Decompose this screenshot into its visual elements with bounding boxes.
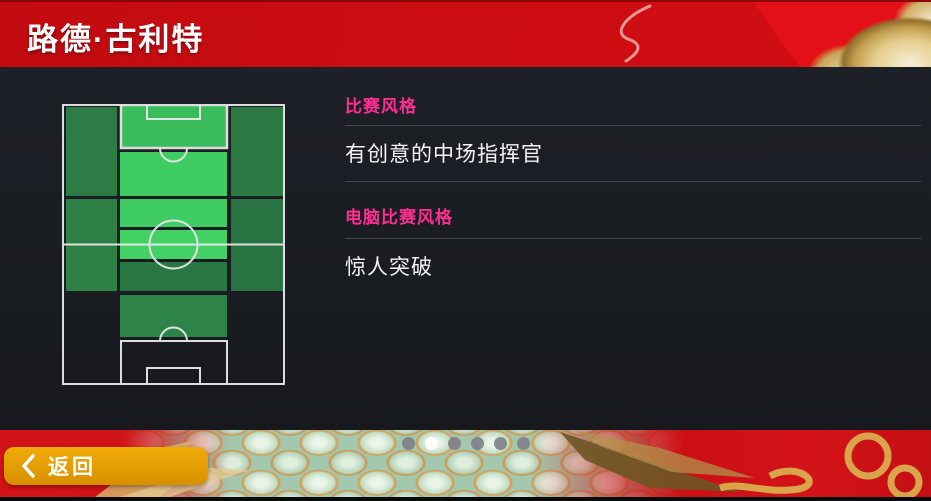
back-button[interactable]: 返回 [4, 447, 208, 485]
page-dot-6[interactable] [516, 437, 530, 450]
heat-zone-left-flank-attacking-half [66, 107, 117, 196]
position-heatmap-pitch [62, 104, 285, 385]
pagination-dots [401, 437, 530, 450]
heat-zone-center-lower-middle [120, 262, 227, 291]
page-dot-2-active[interactable] [424, 437, 438, 450]
back-button-label: 返回 [48, 456, 96, 479]
pitch-markings [62, 104, 285, 385]
heat-zone-right-flank-attacking-half [231, 107, 283, 196]
heat-zone-center-defensive-third [120, 295, 227, 337]
chevron-left-icon [22, 454, 35, 478]
divider [345, 238, 921, 239]
dragon-head-art [756, 2, 931, 67]
playstyle-section-label: 比赛风格 [345, 97, 417, 116]
heat-zone-center-attacking-third [120, 152, 227, 196]
ai-playstyle-value: 惊人突破 [345, 256, 433, 279]
divider [345, 181, 921, 182]
footer-art-strip: 返回 [0, 430, 931, 497]
divider [345, 125, 921, 126]
page-dot-5[interactable] [493, 437, 507, 450]
playstyle-value: 有创意的中场指挥官 [345, 143, 543, 166]
heat-zone-center-upper-middle [120, 199, 227, 227]
content-area: 比赛风格 有创意的中场指挥官 电脑比赛风格 惊人突破 [0, 67, 931, 430]
header: 路德·古利特 [0, 0, 931, 67]
ai-playstyle-section-label: 电脑比赛风格 [345, 208, 453, 227]
page-title: 路德·古利特 [27, 22, 205, 57]
bottom-black-bar [0, 497, 931, 501]
dragon-whisker-decor [619, 4, 652, 63]
page-dot-1[interactable] [401, 437, 415, 450]
page-dot-4[interactable] [470, 437, 484, 450]
page-dot-3[interactable] [447, 437, 461, 450]
heat-zone-center-opponent-box [122, 106, 226, 147]
